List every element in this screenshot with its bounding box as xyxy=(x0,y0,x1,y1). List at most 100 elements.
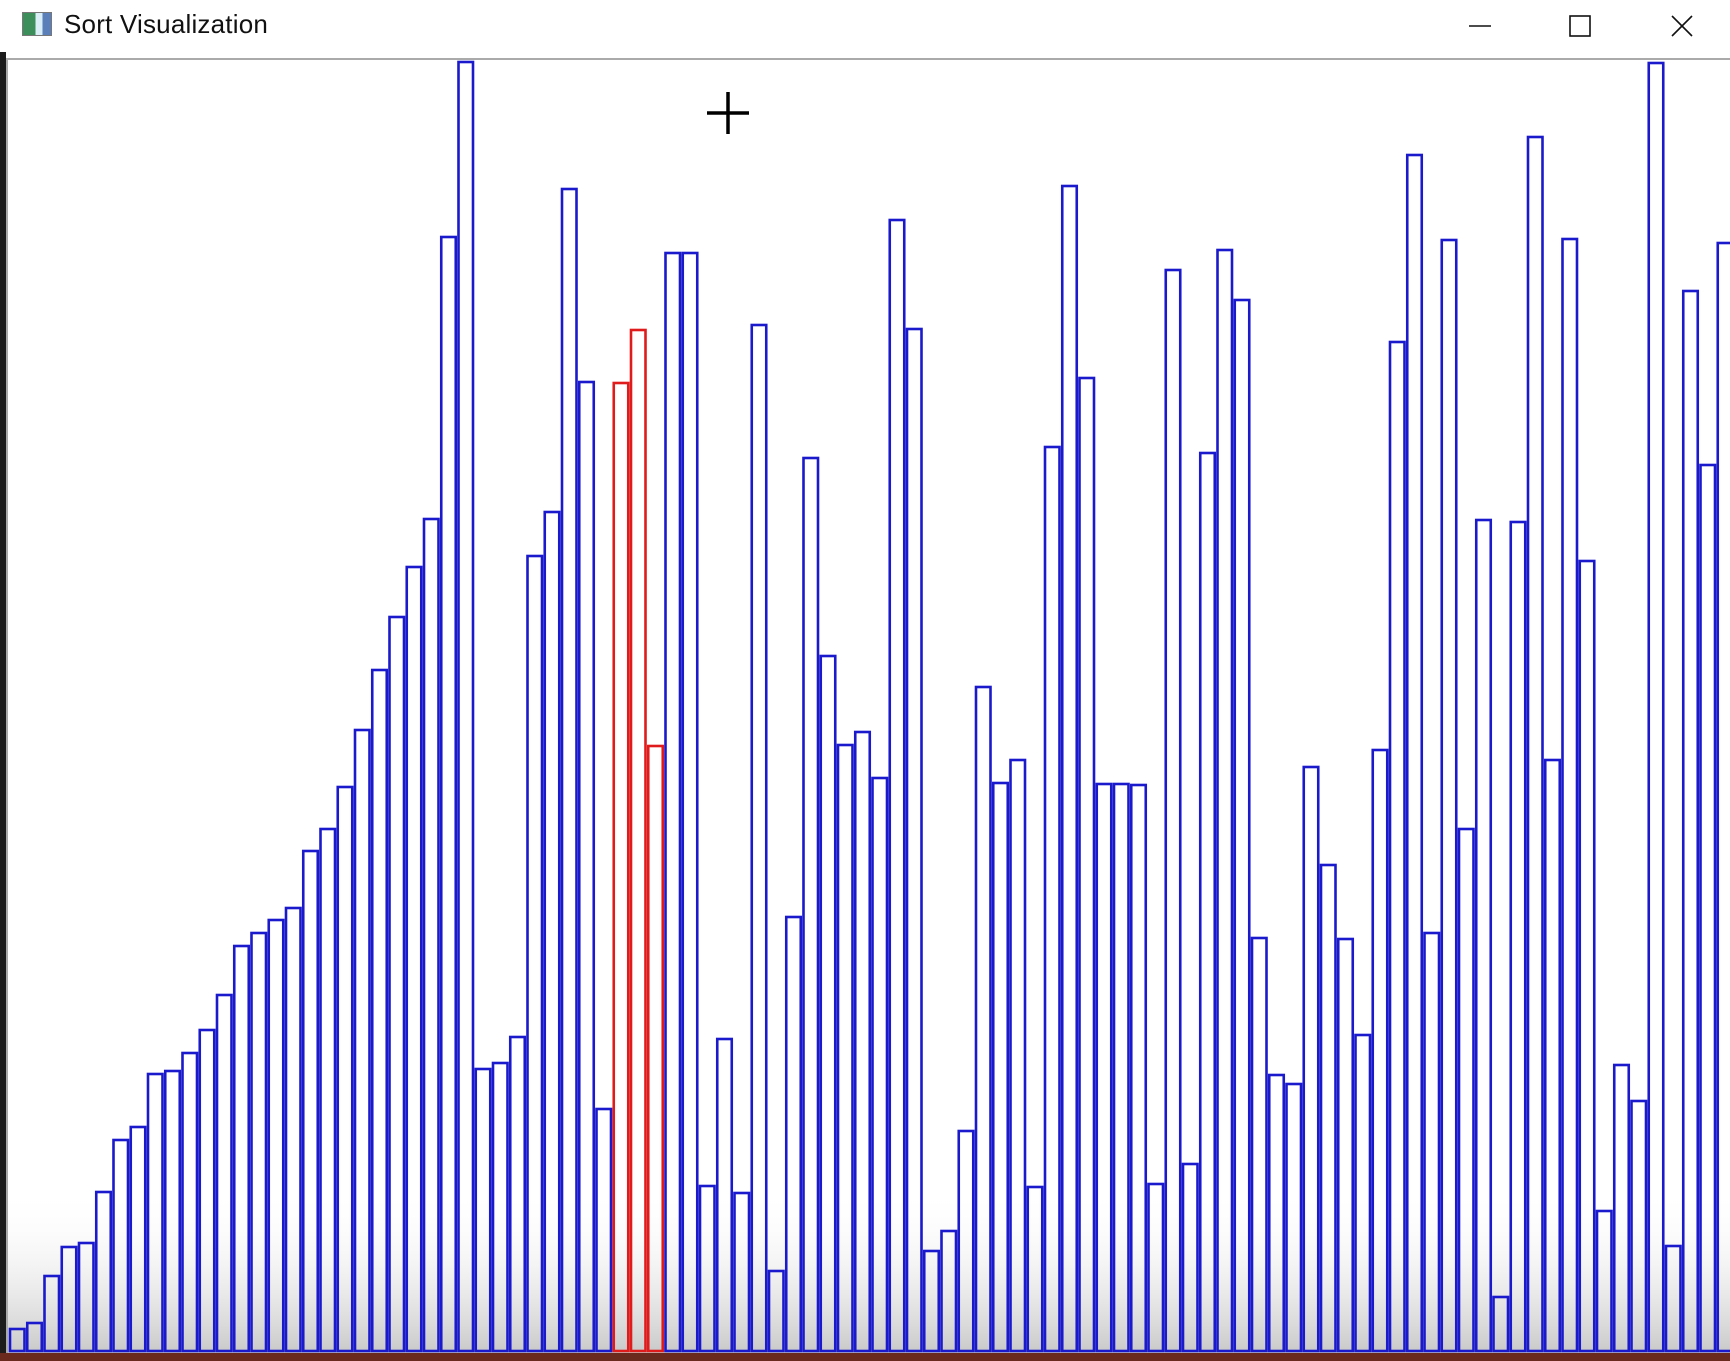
window-title: Sort Visualization xyxy=(64,9,269,39)
bar xyxy=(250,931,268,1353)
bar xyxy=(267,918,285,1353)
bar-highlighted xyxy=(629,328,647,1353)
bar xyxy=(595,1107,613,1353)
bar xyxy=(129,1125,147,1353)
bar xyxy=(974,685,992,1353)
bar xyxy=(336,785,354,1353)
bar xyxy=(836,743,854,1353)
bar xyxy=(1129,783,1148,1353)
bar xyxy=(1509,520,1527,1353)
bar xyxy=(577,380,596,1353)
bar xyxy=(353,728,371,1353)
bar xyxy=(1026,1185,1044,1353)
minimize-icon xyxy=(1469,25,1491,27)
close-icon xyxy=(1671,15,1693,37)
bar xyxy=(163,1069,182,1353)
desktop-edge xyxy=(0,52,6,1353)
bar xyxy=(43,1274,61,1353)
bar-chart xyxy=(8,60,1730,1353)
bar xyxy=(526,554,544,1353)
bar xyxy=(1043,445,1061,1353)
bar xyxy=(198,1028,216,1353)
bar xyxy=(905,327,923,1353)
bar xyxy=(543,510,561,1353)
bar xyxy=(1078,376,1096,1353)
close-button[interactable] xyxy=(1634,0,1730,52)
bar xyxy=(681,251,699,1353)
bar xyxy=(1147,1182,1165,1353)
crosshair-cursor-icon xyxy=(707,92,749,134)
bar xyxy=(1699,463,1717,1353)
bar xyxy=(112,1138,130,1353)
bar xyxy=(1388,340,1406,1353)
bar xyxy=(1647,61,1665,1353)
bar xyxy=(422,517,440,1353)
bar xyxy=(957,1129,975,1353)
bar xyxy=(232,944,251,1353)
minimize-button[interactable] xyxy=(1432,0,1528,52)
bar xyxy=(284,906,302,1353)
maximize-icon xyxy=(1569,15,1591,37)
bar xyxy=(77,1241,95,1353)
bar xyxy=(819,654,837,1353)
bar xyxy=(1198,451,1217,1353)
bar xyxy=(457,60,475,1353)
bar-highlighted xyxy=(646,744,665,1353)
bar xyxy=(922,1249,941,1353)
visualization-canvas[interactable] xyxy=(6,58,1730,1353)
bar xyxy=(439,235,458,1353)
bar xyxy=(1405,153,1424,1353)
bar xyxy=(1233,298,1251,1353)
bar xyxy=(146,1072,164,1353)
bar xyxy=(94,1190,113,1353)
bar xyxy=(871,776,889,1353)
bar xyxy=(1681,289,1700,1353)
bar xyxy=(388,615,406,1353)
bar xyxy=(1095,782,1113,1353)
bar xyxy=(1164,268,1182,1353)
app-window-icon xyxy=(22,12,52,36)
bar xyxy=(1319,863,1337,1353)
bar xyxy=(802,456,820,1353)
bar xyxy=(1526,135,1544,1353)
bar xyxy=(853,730,872,1353)
bar xyxy=(8,1327,26,1353)
bar xyxy=(1302,765,1320,1353)
bar xyxy=(1664,1244,1682,1353)
bar xyxy=(215,993,233,1353)
bar xyxy=(750,323,768,1353)
bar-highlighted xyxy=(612,381,630,1353)
bar xyxy=(1423,931,1441,1353)
maximize-button[interactable] xyxy=(1532,0,1628,52)
bar xyxy=(1492,1295,1510,1353)
bar xyxy=(1578,559,1596,1353)
bar xyxy=(60,1245,78,1353)
bar xyxy=(319,827,337,1353)
bar xyxy=(698,1184,716,1353)
bar xyxy=(1561,237,1579,1353)
bar xyxy=(888,218,906,1353)
bar xyxy=(1060,184,1079,1353)
bar xyxy=(370,668,389,1353)
bar xyxy=(405,565,423,1353)
bar xyxy=(1267,1073,1286,1353)
bar xyxy=(1630,1099,1648,1353)
bar xyxy=(991,781,1010,1353)
bar xyxy=(1716,241,1730,1353)
bar xyxy=(1250,936,1268,1353)
bar xyxy=(784,915,803,1353)
bar xyxy=(1181,1162,1199,1353)
bar xyxy=(1543,758,1562,1353)
bar xyxy=(301,849,320,1353)
bar xyxy=(508,1035,527,1353)
bar xyxy=(1336,937,1355,1353)
bar xyxy=(1371,748,1389,1353)
bar xyxy=(1440,238,1458,1353)
bar xyxy=(1595,1209,1613,1353)
title-bar[interactable]: Sort Visualization xyxy=(0,0,1730,52)
bar xyxy=(181,1051,199,1353)
taskbar-edge xyxy=(0,1353,1730,1361)
bar xyxy=(1354,1033,1372,1353)
bar xyxy=(940,1229,958,1353)
